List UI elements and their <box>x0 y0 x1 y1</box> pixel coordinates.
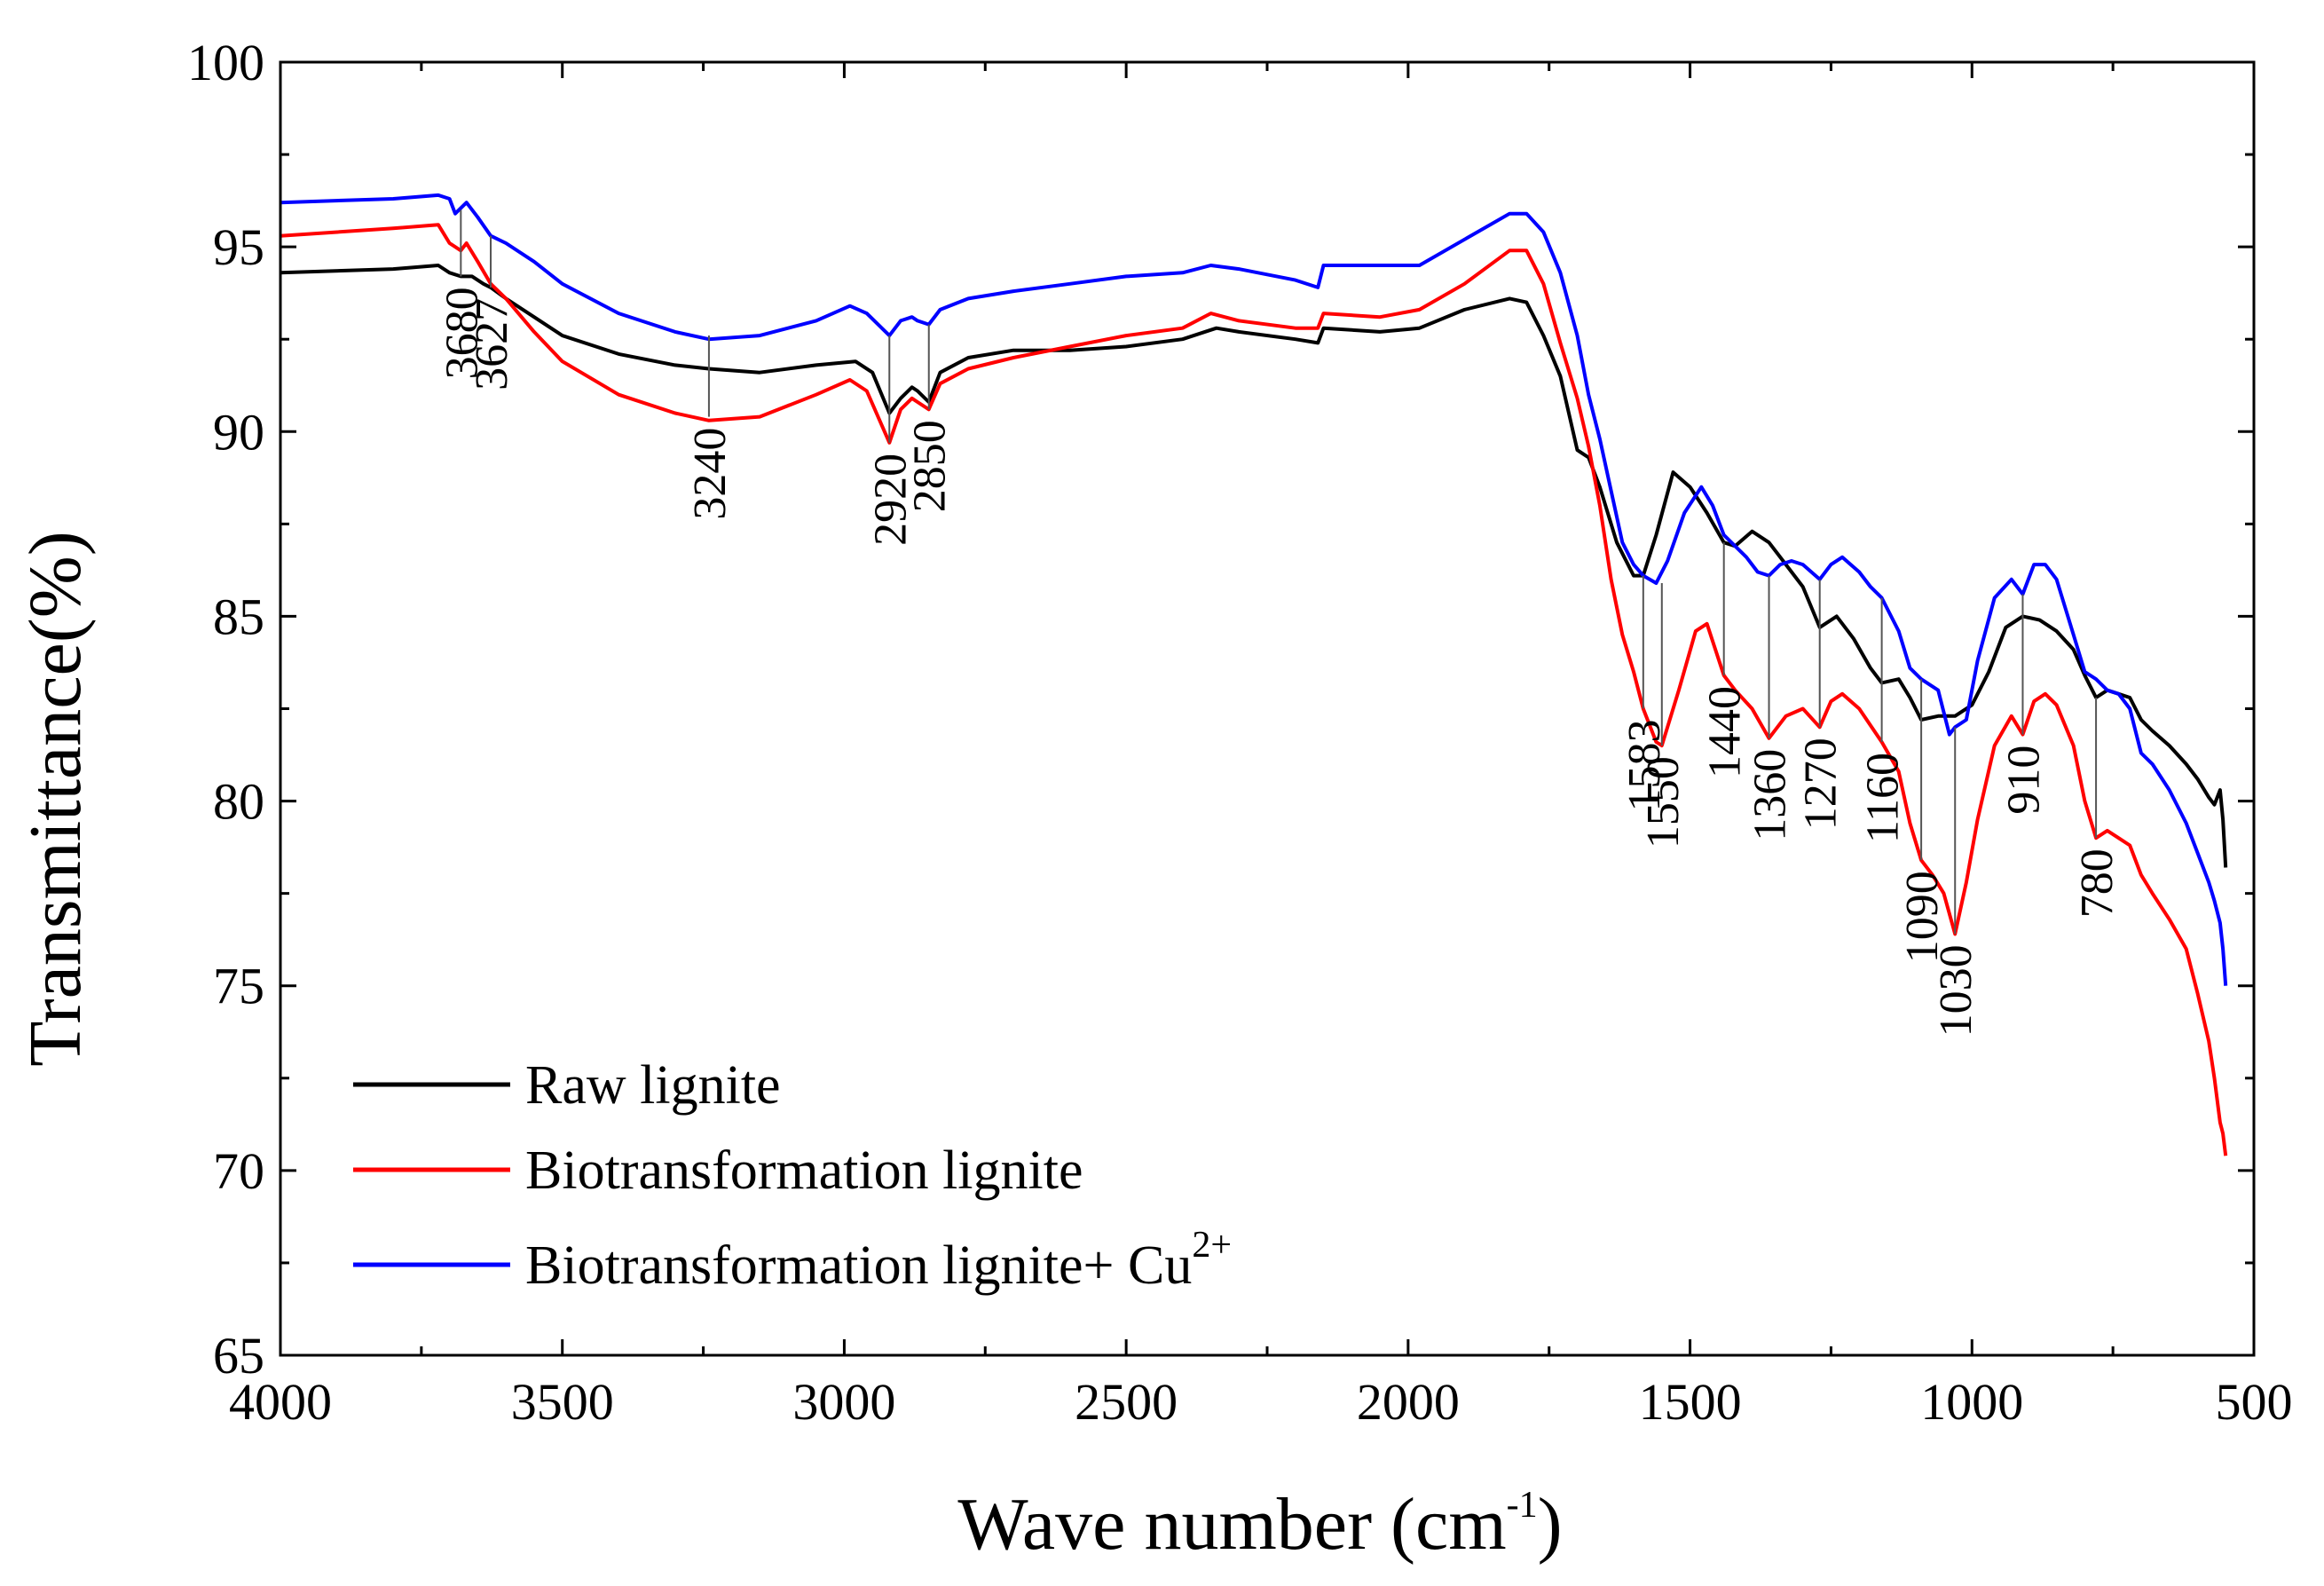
x-tick-label: 4000 <box>229 1373 332 1431</box>
label-layer: 4000 3500 3000 2500 2000 1500 1000 500 65 70 75 80 8… <box>187 34 2293 1431</box>
legend-label-bio-cu-main: Biotransformation lignite+ Cu <box>525 1235 1192 1296</box>
x-axis-title-main: Wave number (cm <box>957 1483 1506 1566</box>
peak-label-910: 910 <box>1999 746 2050 815</box>
y-axis-title: Transmittance(%) <box>14 531 97 1066</box>
legend: Raw lignite Biotransformation lignite Bi… <box>353 1055 1232 1296</box>
tick-layer <box>279 60 2256 1357</box>
legend-label-bio: Biotransformation lignite <box>525 1140 1083 1201</box>
y-tick-label: 95 <box>213 218 264 276</box>
peak-label-2920: 2920 <box>865 454 916 546</box>
peak-label-1440: 1440 <box>1700 686 1751 778</box>
x-tick-label: 1000 <box>1920 1373 2023 1431</box>
y-tick-label: 65 <box>213 1327 264 1385</box>
y-tick-label: 80 <box>213 773 264 831</box>
peak-label-1030: 1030 <box>1931 944 1981 1037</box>
peak-label-3627: 3627 <box>467 298 517 391</box>
x-axis-title-tail: ) <box>1538 1483 1563 1566</box>
x-tick-label: 2000 <box>1357 1373 1460 1431</box>
y-tick-label: 70 <box>213 1142 264 1200</box>
peak-label-1360: 1360 <box>1745 749 1796 841</box>
y-tick-label: 75 <box>213 958 264 1015</box>
series-line-bio-cu <box>280 193 2228 986</box>
series-line-raw <box>280 264 2228 868</box>
peak-label-1270: 1270 <box>1796 738 1847 830</box>
peak-label-1160: 1160 <box>1858 753 1909 843</box>
peak-label-1550: 1550 <box>1638 756 1689 848</box>
series-layer <box>280 193 2228 1156</box>
x-axis-title: Wave number (cm-1) <box>957 1483 1562 1566</box>
series-line-bio <box>280 223 2228 1156</box>
legend-label-bio-cu-sup: 2+ <box>1192 1225 1232 1266</box>
x-tick-label: 2500 <box>1075 1373 1178 1431</box>
y-tick-label: 90 <box>213 403 264 461</box>
peak-label-780: 780 <box>2072 848 2123 918</box>
x-tick-label: 500 <box>2216 1373 2293 1431</box>
peak-label-3240: 3240 <box>685 428 736 520</box>
x-tick-label: 1500 <box>1639 1373 1742 1431</box>
x-axis-title-sup: -1 <box>1507 1485 1538 1526</box>
y-tick-label: 100 <box>187 34 264 91</box>
x-tick-label: 3000 <box>792 1373 895 1431</box>
peak-label-2850: 2850 <box>905 420 956 512</box>
x-tick-label: 3500 <box>511 1373 614 1431</box>
peak-label-3680: 3680 <box>437 287 487 379</box>
legend-label-raw: Raw lignite <box>525 1055 781 1116</box>
peak-label-1090: 1090 <box>1897 871 1948 963</box>
legend-label-bio-cu: Biotransformation lignite+ Cu2+ <box>525 1225 1232 1296</box>
y-tick-label: 85 <box>213 588 264 645</box>
